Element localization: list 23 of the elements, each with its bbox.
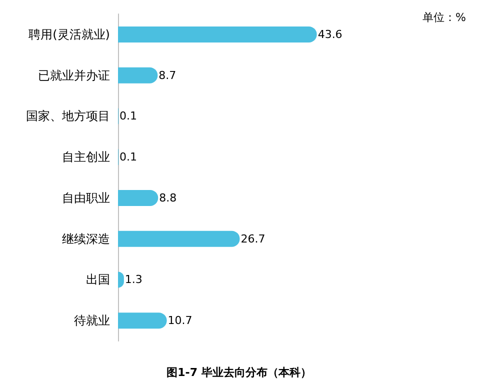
bar [118,26,317,42]
data-label: 43.6 [318,28,342,41]
y-tick-label: 自由职业 [62,190,110,205]
y-tick-label: 已就业并办证 [38,68,110,82]
data-label: 1.3 [124,273,142,286]
text: 单位：% [422,11,466,24]
text: 图1-7 毕业去向分布（本科） [166,366,312,379]
data-label: 0.1 [119,150,137,164]
data-label: 10.7 [168,314,192,328]
y-tick-label: 出国 [86,272,110,287]
bar [118,190,158,206]
bar [118,67,158,84]
data-label: 8.8 [159,191,177,204]
y-tick-label: 自主创业 [62,150,110,164]
data-label: 26.7 [240,232,266,246]
bar [118,312,167,329]
data-label: 0.1 [119,110,137,123]
bar [118,230,240,247]
y-tick-label: 待就业 [74,314,110,328]
data-label: 8.7 [158,68,176,82]
y-tick-label: 聘用(灵活就业) [28,27,110,42]
y-tick-label: 国家、地方项目 [26,109,110,124]
y-tick-label: 继续深造 [62,232,110,246]
